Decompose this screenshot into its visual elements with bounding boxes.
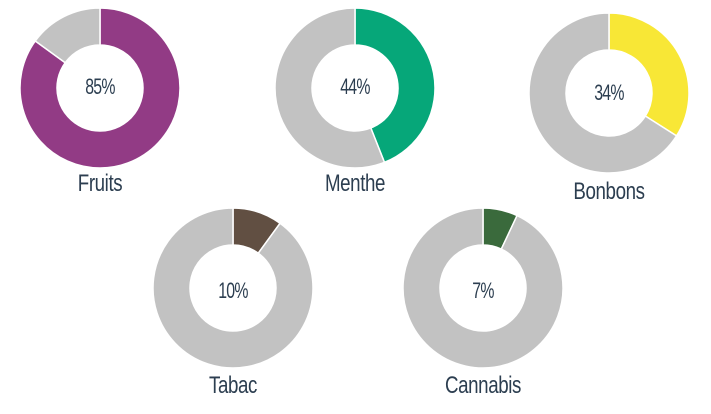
donut-ring-cannabis [402,207,564,369]
donut-cannabis: 7% Cannabis [383,200,583,410]
donut-fruits: 85% Fruits [0,0,200,210]
donut-segment-remainder [34,7,101,64]
donut-menthe: 44% Menthe [255,0,455,210]
donut-ring-menthe [274,7,436,169]
donut-label-menthe: Menthe [324,170,386,197]
donut-value-fruits: 85% [85,74,115,99]
donut-label-fruits: Fruits [77,170,123,197]
donut-label-cannabis: Cannabis [445,372,521,399]
donut-segment-remainder [528,12,678,174]
donut-ring-tabac [152,207,314,369]
donut-ring-bonbons [528,12,690,174]
donut-segment-remainder [274,7,386,169]
donut-value-tabac: 10% [218,278,248,303]
donut-segment-value [608,12,690,137]
donut-tabac: 10% Tabac [133,200,333,410]
donut-label-tabac: Tabac [208,372,257,399]
donut-value-bonbons: 34% [594,80,624,105]
donut-value-menthe: 44% [340,74,370,99]
donut-segment-value [354,7,436,164]
donut-segment-remainder [402,207,564,369]
donut-ring-fruits [19,7,181,169]
donut-label-bonbons: Bonbons [573,178,645,205]
donut-value-cannabis: 7% [472,278,494,303]
donut-segment-value [19,7,181,169]
donut-segment-remainder [152,207,314,369]
donut-bonbons: 34% Bonbons [509,0,709,210]
